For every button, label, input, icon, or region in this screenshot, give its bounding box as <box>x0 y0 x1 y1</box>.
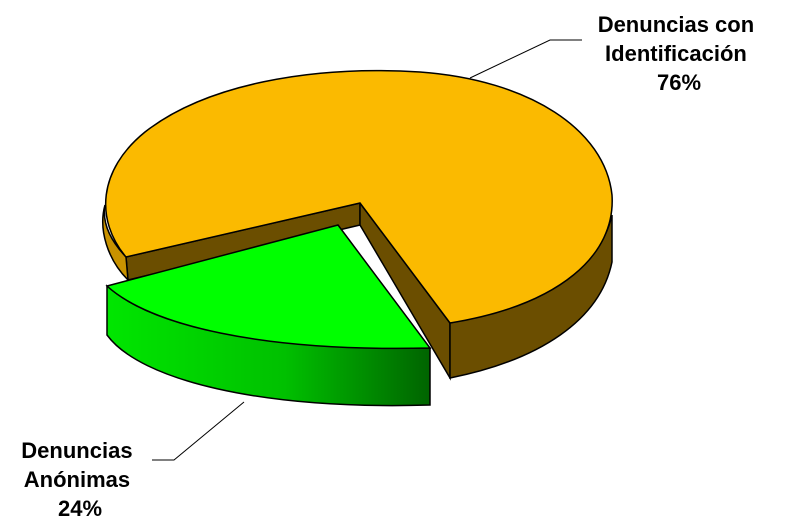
label-anonimas-line-1: Denuncias <box>21 438 132 463</box>
label-anonimas-line-2: Anónimas <box>24 467 130 492</box>
label-identificacion-line-1: Denuncias con <box>598 12 754 37</box>
leader-line-identificacion <box>469 39 582 79</box>
slice-anonimas-top <box>105 224 432 350</box>
label-anonimas-percent: 24% <box>58 496 102 521</box>
label-identificacion: Denuncias con Identificación 76% <box>598 12 761 95</box>
label-anonimas: Denuncias Anónimas 24% <box>21 438 138 521</box>
leader-line-anonimas <box>152 401 245 461</box>
label-identificacion-line-2: Identificación <box>605 41 747 66</box>
slice-identificacion-top <box>105 69 613 324</box>
label-identificacion-percent: 76% <box>657 70 701 95</box>
